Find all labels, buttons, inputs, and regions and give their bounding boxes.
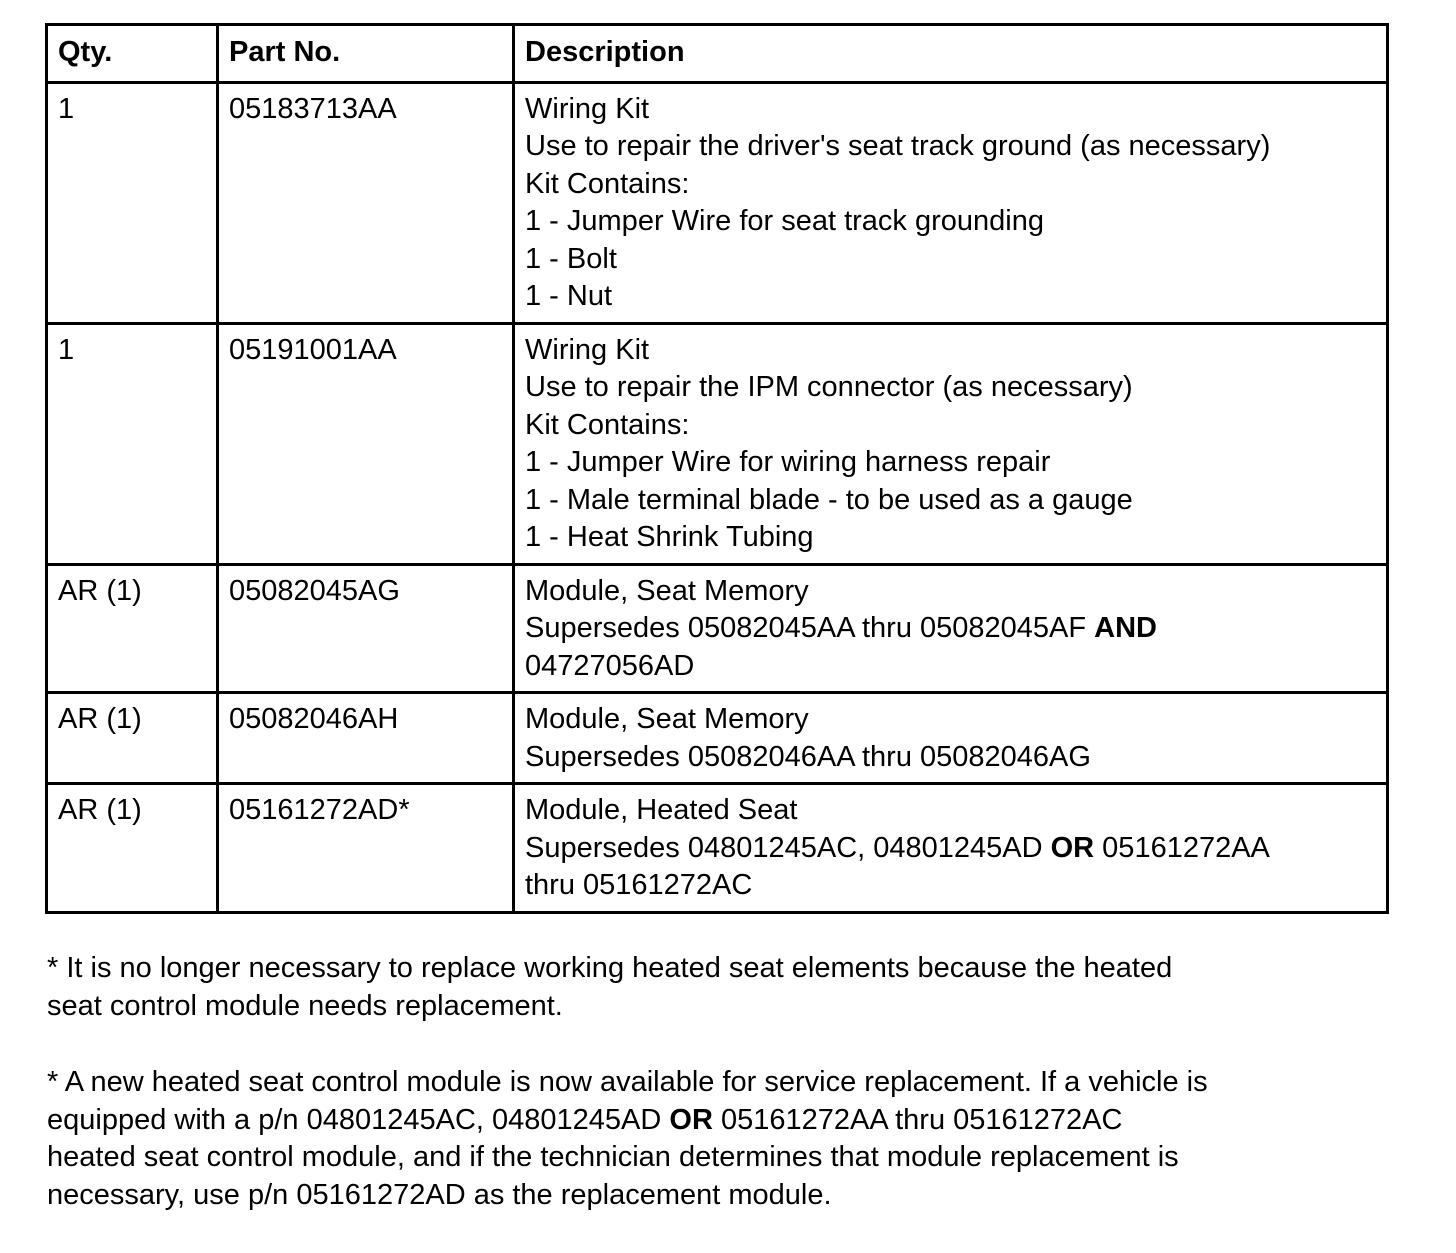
description-cell: Wiring Kit Use to repair the IPM connecto… [512,321,1389,566]
text-line: Wiring Kit [525,332,1378,370]
text-segment: 05161272AA thru 05161272AC [712,1103,1123,1136]
text-line: Use to repair the IPM connector (as nece… [525,369,1378,407]
qty-cell: 1 [45,80,219,325]
text-line: Supersedes 05082045AA thru 05082045AF AN… [525,610,1378,648]
bold-text: AND [1094,612,1158,644]
table-row: 1 05183713AA Wiring Kit Use to repair the d… [45,80,1389,325]
text-segment: 1 - Male terminal blade - to be used as … [525,483,1133,516]
text-line: 1 - Heat Shrink Tubing [525,519,1378,557]
text-segment: * It is no longer necessary to replace w… [47,952,1173,984]
description-cell: Wiring Kit Use to repair the driver's sea… [512,80,1389,325]
text-line: Module, Seat Memory [525,701,1378,739]
table-row: AR (1) 05082046AH Module, Seat Memory Super… [45,691,1389,785]
text-segment: Supersedes 05082045AA thru 05082045AF [525,612,1095,644]
footnote: * It is no longer necessary to replace w… [47,950,1407,1025]
text-segment: Module, Seat Memory [525,703,809,735]
table-row: AR (1) 05161272AD* Module, Heated Seat Supe… [45,782,1389,914]
qty-cell: AR (1) [45,691,219,785]
text-line: Supersedes 05082046AA thru 05082046AG [525,739,1378,777]
text-line: Kit Contains: [525,407,1378,445]
text-line: 1 - Bolt [525,241,1378,279]
text-line: Module, Heated Seat [525,792,1378,830]
footnotes: * It is no longer necessary to replace w… [47,950,1407,1253]
part-number-cell: 05082045AG [216,562,515,694]
text-segment: 05161272AA [1094,831,1270,864]
text-segment: seat control module needs replacement. [47,989,563,1022]
text-line: 1 - Jumper Wire for wiring harness repai… [525,444,1378,482]
text-line: equipped with a p/n 04801245AC, 04801245… [47,1102,1407,1140]
table-row: 1 05191001AA Wiring Kit Use to repair the I… [45,321,1389,566]
qty-cell: AR (1) [45,782,219,914]
text-segment: Module, Seat Memory [525,574,809,607]
text-segment: necessary, use p/n 05161272AD as the rep… [47,1178,832,1211]
text-line: Supersedes 04801245AC, 04801245AD OR 051… [525,830,1378,868]
text-line: 1 - Male terminal blade - to be used as … [525,482,1378,520]
text-line: 04727056AD [525,648,1378,686]
text-line: * It is no longer necessary to replace w… [47,950,1407,988]
text-segment: Wiring Kit [525,92,650,125]
part-number-cell: 05082046AH [216,691,515,785]
text-line: * A new heated seat control module is no… [47,1064,1407,1102]
bold-text: OR [1050,831,1095,864]
text-segment: equipped with a p/n 04801245AC, 04801245… [47,1103,670,1136]
description-cell: Module, Seat Memory Supersedes 05082045AA… [512,562,1389,694]
bold-text: OR [669,1103,713,1136]
qty-cell: 1 [45,321,219,566]
text-line: seat control module needs replacement. [47,988,1407,1026]
footnote: * A new heated seat control module is no… [47,1064,1407,1214]
description-cell: Module, Seat Memory Supersedes 05082046AA… [512,691,1389,785]
text-line: Use to repair the driver's seat track gr… [525,128,1378,166]
text-segment: * A new heated seat control module is no… [47,1066,1208,1098]
text-segment: thru 05161272AC [525,869,753,901]
text-segment: Wiring Kit [525,333,650,366]
description-cell: Module, Heated Seat Supersedes 04801245AC… [512,782,1389,914]
text-segment: Use to repair the driver's seat track gr… [525,130,1271,162]
part-number-cell: 05183713AA [216,80,515,325]
text-segment: Module, Heated Seat [525,794,798,826]
text-line: Wiring Kit [525,91,1378,129]
text-line: necessary, use p/n 05161272AD as the rep… [47,1177,1407,1215]
text-segment: 1 - Nut [525,280,613,312]
header-part-no: Part No. [216,23,515,84]
parts-table: Qty. Part No. Description 1 05183713AA Wir… [45,23,1389,914]
header-description: Description [512,23,1389,84]
text-segment: 04727056AD [525,649,695,682]
text-segment: Kit Contains: [525,408,690,441]
text-segment: Supersedes 04801245AC, 04801245AD [525,831,1051,864]
part-number-cell: 05191001AA [216,321,515,566]
text-line: 1 - Nut [525,278,1378,316]
part-number-cell: 05161272AD* [216,782,515,914]
text-line: heated seat control module, and if the t… [47,1139,1407,1177]
table-row: AR (1) 05082045AG Module, Seat Memory Super… [45,562,1389,694]
text-segment: Supersedes 05082046AA thru 05082046AG [525,740,1091,773]
text-segment: Kit Contains: [525,167,690,200]
text-segment: 1 - Jumper Wire for seat track grounding [525,205,1044,237]
header-qty: Qty. [45,23,219,84]
text-line: Kit Contains: [525,166,1378,204]
text-segment: Use to repair the IPM connector (as nece… [525,371,1133,403]
text-segment: 1 - Heat Shrink Tubing [525,521,814,553]
text-segment: 1 - Bolt [525,242,617,275]
text-segment: heated seat control module, and if the t… [47,1141,1179,1173]
text-line: 1 - Jumper Wire for seat track grounding [525,203,1378,241]
text-segment: 1 - Jumper Wire for wiring harness repai… [525,446,1051,478]
text-line: Module, Seat Memory [525,573,1378,611]
header-row: Qty. Part No. Description [45,23,1389,84]
text-line: thru 05161272AC [525,867,1378,905]
qty-cell: AR (1) [45,562,219,694]
